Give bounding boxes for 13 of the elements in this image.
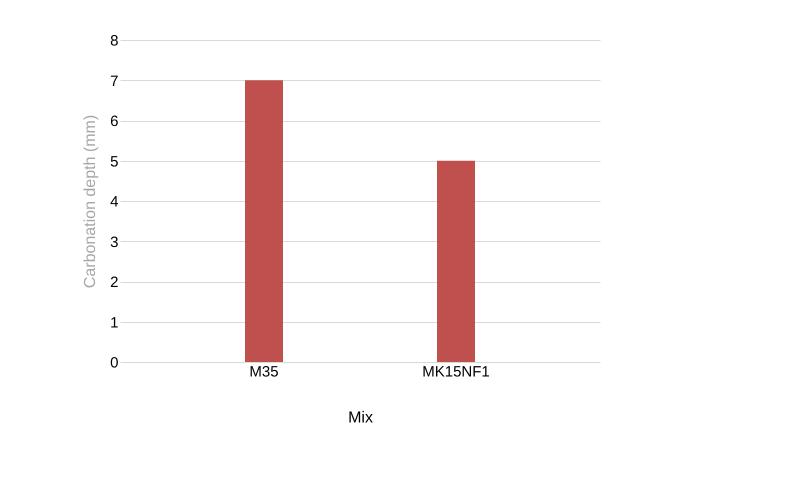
y-tick-label: 4 — [110, 194, 118, 210]
x-axis-title: Mix — [348, 410, 373, 426]
x-tick-label: MK15NF1 — [422, 364, 490, 380]
y-tick-label: 5 — [110, 153, 118, 170]
y-tick-label: 8 — [110, 32, 118, 50]
x-tick-label: M35 — [249, 364, 279, 380]
y-tick-label: 6 — [110, 113, 118, 130]
y-tick-label: 7 — [110, 72, 118, 90]
y-tick-label: 0 — [110, 354, 118, 372]
y-tick-label: 3 — [110, 234, 118, 251]
y-axis-title: Carbonation depth (mm) — [82, 114, 100, 288]
y-tick-label: 1 — [110, 314, 118, 332]
y-tick-label: 2 — [110, 274, 118, 291]
